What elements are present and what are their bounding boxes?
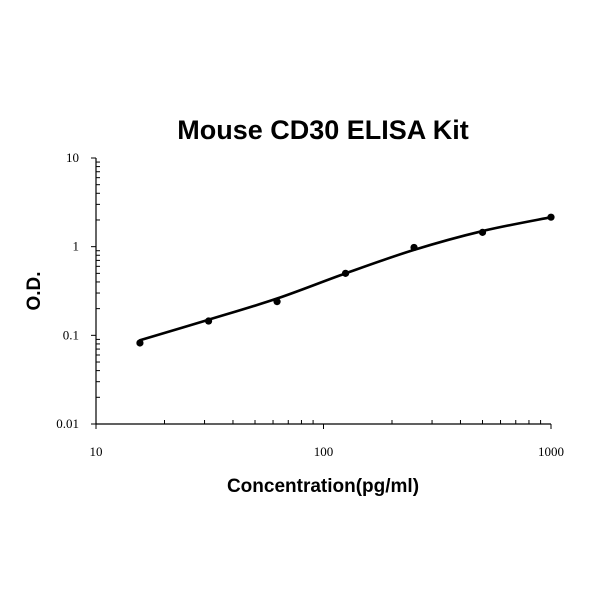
- ticks: [91, 157, 552, 429]
- x-tick-label: 10: [90, 444, 103, 459]
- x-tick-label: 100: [314, 444, 334, 459]
- data-point: [547, 213, 555, 221]
- y-axis-label: O.D.: [24, 271, 45, 310]
- data-points: [136, 213, 555, 347]
- y-tick-label: 0.01: [56, 416, 79, 431]
- data-point: [204, 317, 213, 325]
- data-point: [136, 339, 144, 347]
- axes: [95, 158, 551, 425]
- data-point: [410, 243, 418, 252]
- y-tick-label: 0.1: [63, 327, 79, 342]
- y-tick-label: 10: [66, 150, 79, 165]
- data-point: [273, 298, 281, 306]
- x-tick-label: 1000: [538, 444, 564, 459]
- data-point: [478, 228, 487, 236]
- chart-title: Mouse CD30 ELISA Kit: [177, 115, 469, 145]
- y-tick-label: 1: [73, 239, 80, 254]
- x-axis-label: Concentration(pg/ml): [227, 476, 419, 497]
- fit-curve: [138, 215, 553, 342]
- data-point: [341, 269, 350, 277]
- tick-labels: 0.01 0.1 1 10 10 100 1000: [56, 150, 564, 459]
